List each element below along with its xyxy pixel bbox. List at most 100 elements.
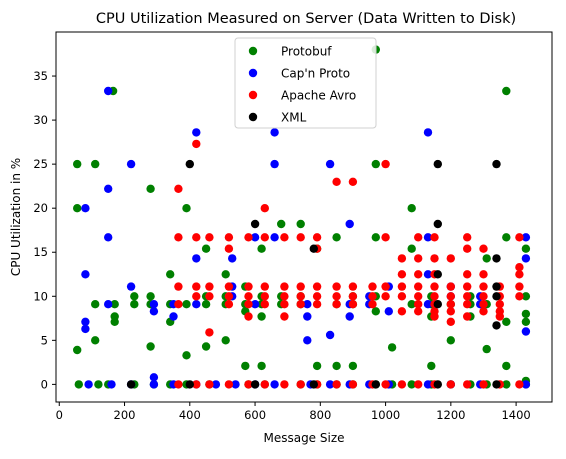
- data-point: [479, 380, 488, 389]
- data-point: [130, 292, 139, 301]
- data-point: [244, 292, 253, 301]
- data-point: [381, 292, 390, 301]
- x-axis-label: Message Size: [263, 431, 344, 445]
- data-point: [368, 300, 377, 309]
- legend: Protobuf Cap'n Proto Apache Avro XML: [234, 37, 377, 129]
- data-point: [515, 282, 524, 291]
- data-point: [192, 282, 201, 291]
- y-tick-label: 5: [41, 333, 48, 347]
- data-point: [332, 361, 341, 371]
- data-point: [296, 380, 305, 389]
- data-point: [185, 380, 194, 389]
- data-point: [250, 300, 260, 309]
- data-point: [423, 380, 433, 389]
- y-tick-label: 25: [33, 157, 48, 171]
- data-point: [521, 254, 531, 263]
- data-point: [414, 254, 423, 263]
- legend-label: Protobuf: [281, 45, 332, 59]
- data-point: [296, 292, 305, 301]
- data-point: [502, 317, 511, 326]
- data-point: [149, 380, 159, 389]
- data-point: [146, 342, 155, 351]
- data-point: [414, 270, 423, 279]
- data-point: [427, 361, 436, 371]
- data-point: [414, 282, 423, 291]
- data-point: [94, 380, 103, 389]
- data-point: [521, 233, 531, 242]
- data-point: [224, 244, 234, 253]
- data-point: [430, 282, 439, 291]
- data-point: [479, 307, 488, 316]
- data-point: [149, 300, 159, 309]
- data-point: [446, 317, 455, 326]
- data-point: [296, 300, 305, 309]
- data-point: [270, 159, 279, 169]
- data-point: [280, 282, 289, 291]
- data-point: [74, 380, 84, 389]
- data-point: [463, 282, 472, 291]
- data-point: [192, 300, 201, 309]
- data-point: [446, 292, 455, 301]
- data-point: [130, 300, 139, 309]
- y-tick-label: 15: [33, 245, 48, 259]
- data-point: [126, 159, 136, 169]
- data-point: [332, 380, 341, 389]
- series-apache-avro: [174, 139, 524, 389]
- data-point: [231, 380, 240, 389]
- data-point: [423, 128, 433, 137]
- data-point: [433, 159, 442, 169]
- data-point: [280, 233, 289, 242]
- data-point: [205, 380, 214, 389]
- y-tick-label: 35: [33, 69, 48, 83]
- plot-frame: [55, 31, 553, 403]
- data-point: [312, 282, 322, 291]
- data-point: [332, 300, 341, 309]
- data-point: [205, 292, 214, 301]
- data-point: [244, 282, 253, 291]
- data-point: [414, 300, 423, 309]
- data-point: [492, 380, 501, 389]
- data-point: [332, 292, 341, 301]
- data-point: [296, 219, 305, 229]
- data-point: [348, 361, 358, 371]
- data-point: [463, 270, 472, 279]
- data-point: [205, 233, 214, 242]
- data-point: [325, 380, 335, 389]
- data-point: [303, 336, 312, 345]
- data-point: [325, 330, 335, 340]
- data-point: [368, 292, 377, 301]
- data-point: [250, 380, 260, 389]
- data-point: [192, 380, 201, 389]
- data-point: [296, 282, 305, 291]
- data-point: [228, 254, 237, 263]
- data-point: [433, 300, 442, 309]
- data-point: [260, 300, 269, 309]
- data-point: [280, 300, 289, 309]
- plot-marks: [73, 45, 531, 389]
- data-point: [260, 292, 269, 301]
- data-point: [257, 244, 266, 253]
- data-point: [244, 312, 253, 321]
- data-point: [110, 317, 119, 326]
- data-point: [446, 254, 455, 263]
- data-point: [515, 263, 524, 272]
- data-point: [280, 292, 289, 301]
- data-point: [371, 233, 380, 242]
- data-point: [397, 270, 407, 279]
- data-point: [368, 282, 377, 291]
- data-point: [270, 380, 279, 389]
- data-point: [201, 300, 211, 309]
- data-point: [446, 282, 455, 291]
- data-point: [224, 300, 234, 309]
- data-point: [244, 233, 253, 242]
- data-point: [224, 380, 234, 389]
- y-axis-ticks: 0 5 10 15 20 25 30 35: [33, 69, 56, 391]
- data-point: [492, 282, 501, 291]
- y-tick-label: 10: [33, 289, 48, 303]
- data-point: [515, 292, 524, 301]
- y-tick-label: 0: [41, 377, 48, 391]
- data-point: [182, 351, 191, 360]
- data-point: [309, 244, 318, 253]
- data-point: [205, 328, 214, 337]
- data-point: [146, 292, 155, 301]
